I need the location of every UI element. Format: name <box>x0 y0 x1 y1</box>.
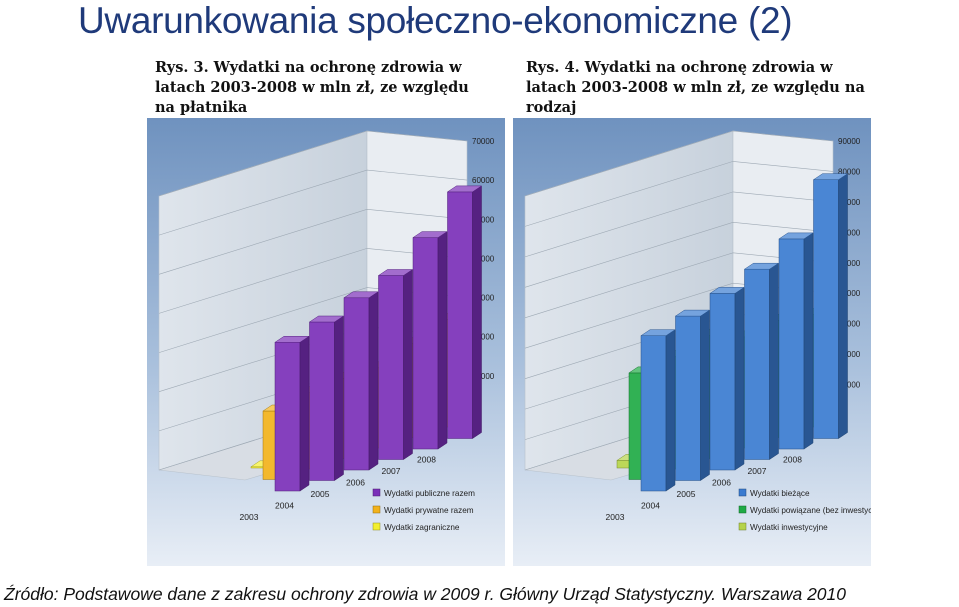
y-tick-label: 60000 <box>838 228 861 237</box>
gridline <box>524 161 834 227</box>
chart-type: 0100002000030000400005000060000700008000… <box>513 118 871 566</box>
svg-text:Wydatki zagraniczne: Wydatki zagraniczne <box>384 523 460 532</box>
y-tick-label: 30000 <box>838 320 861 329</box>
y-tick-label: 20000 <box>838 350 861 359</box>
chart-payer: 0100002000030000400005000060000700002003… <box>147 118 505 566</box>
gridline <box>524 191 834 258</box>
y-tick-label: 50000 <box>472 215 495 224</box>
bar <box>274 335 310 492</box>
y-tick-label: 40000 <box>838 289 861 298</box>
x-tick-label: 2008 <box>783 455 802 465</box>
x-tick-label: 2003 <box>606 512 625 522</box>
y-tick-label: 40000 <box>472 254 495 263</box>
chart-title-payer: Rys. 3. Wydatki na ochronę zdrowia w lat… <box>155 59 469 116</box>
x-tick-label: 2005 <box>311 489 330 499</box>
y-tick-label: 30000 <box>472 294 495 303</box>
bar <box>377 269 414 460</box>
y-tick-label: 70000 <box>472 137 495 146</box>
source-note: Źródło: Podstawowe dane z zakresu ochron… <box>4 584 846 604</box>
bar <box>709 286 745 471</box>
x-tick-label: 2008 <box>417 455 436 465</box>
y-tick-label: 70000 <box>838 198 861 207</box>
bar <box>674 309 711 481</box>
y-tick-label: 10000 <box>838 381 861 390</box>
gridline <box>158 169 468 236</box>
x-tick-label: 2007 <box>748 466 767 476</box>
y-tick-label: 80000 <box>838 167 861 176</box>
bar <box>743 262 780 460</box>
svg-text:Wydatki publiczne razem: Wydatki publiczne razem <box>384 489 475 498</box>
chart-title-type: Rys. 4. Wydatki na ochronę zdrowia w lat… <box>526 59 865 116</box>
x-tick-label: 2004 <box>641 501 660 511</box>
x-tick-label: 2004 <box>275 501 294 511</box>
y-tick-label: 60000 <box>472 176 495 185</box>
slide-title: Uwarunkowania społeczno-ekonomiczne (2) <box>78 0 793 41</box>
legend-entry: Wydatki zagraniczne <box>372 522 460 532</box>
bar <box>812 173 849 439</box>
y-tick-label: 10000 <box>472 372 495 381</box>
x-tick-label: 2007 <box>382 466 401 476</box>
legend-entry: Wydatki publiczne razem <box>372 488 475 498</box>
bar <box>446 185 483 439</box>
x-tick-label: 2005 <box>677 489 696 499</box>
gridline <box>158 130 468 197</box>
y-tick-label: 20000 <box>472 333 495 342</box>
bar <box>308 315 345 481</box>
legend-entry: Wydatki bieżące <box>738 488 810 498</box>
y-tick-label: 50000 <box>838 259 861 268</box>
bar <box>778 232 814 450</box>
svg-text:Wydatki prywatne razem: Wydatki prywatne razem <box>384 506 474 515</box>
legend-entry: Wydatki inwestycyjne <box>738 522 828 532</box>
bar <box>343 291 379 471</box>
legend-entry: Wydatki powiązane (bez inwestycyjnych) <box>738 505 871 515</box>
bar <box>412 231 448 450</box>
gridline <box>524 130 834 197</box>
bar <box>640 329 676 492</box>
x-tick-label: 2006 <box>712 478 731 488</box>
svg-text:Wydatki powiązane (bez inwesty: Wydatki powiązane (bez inwestycyjnych) <box>750 506 871 515</box>
x-tick-label: 2003 <box>240 512 259 522</box>
gridline <box>524 221 834 288</box>
gridline <box>158 208 468 275</box>
x-tick-label: 2006 <box>346 478 365 488</box>
svg-text:Wydatki inwestycyjne: Wydatki inwestycyjne <box>750 523 828 532</box>
y-tick-label: 90000 <box>838 137 861 146</box>
svg-text:Wydatki bieżące: Wydatki bieżące <box>750 489 810 498</box>
legend-entry: Wydatki prywatne razem <box>372 505 474 515</box>
